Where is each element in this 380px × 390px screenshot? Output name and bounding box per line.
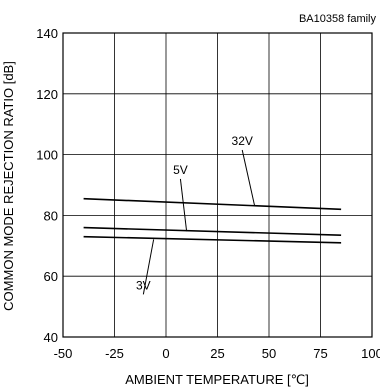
annotation-label-3V: 3V <box>136 278 151 292</box>
annotation-label-32V: 32V <box>232 134 253 148</box>
x-tick-label: 50 <box>262 346 276 361</box>
annotation-leader <box>142 239 155 295</box>
y-tick-label: 80 <box>44 208 58 223</box>
y-tick-label: 120 <box>36 87 58 102</box>
annotations: 32V 5V 3V <box>136 134 256 295</box>
annotation-leader <box>179 178 188 232</box>
y-tick-label: 40 <box>44 330 58 345</box>
y-tick-label: 60 <box>44 269 58 284</box>
x-tick-label: -25 <box>105 346 124 361</box>
series-line-5V <box>83 226 342 236</box>
grid <box>63 33 372 337</box>
x-tick-label: -50 <box>54 346 73 361</box>
x-axis-label: AMBIENT TEMPERATURE [℃] <box>125 372 309 387</box>
annotation-leader <box>241 149 256 206</box>
x-tick-label: 0 <box>162 346 169 361</box>
chart-note: BA10358 family <box>299 13 377 25</box>
y-axis-label: COMMON MODE REJECTION RATIO [dB] <box>1 61 16 311</box>
y-tick-label: 140 <box>36 26 58 41</box>
series-lines <box>83 197 342 244</box>
series-line-32V <box>83 197 342 211</box>
annotation-label-5V: 5V <box>173 163 188 177</box>
x-tick-labels: -50 -25 0 25 50 75 100 <box>54 346 380 361</box>
series-line-3V <box>83 235 342 244</box>
x-tick-label: 100 <box>361 346 380 361</box>
x-tick-label: 75 <box>313 346 327 361</box>
y-tick-labels: 40 60 80 100 120 140 <box>36 26 58 345</box>
x-tick-label: 25 <box>210 346 224 361</box>
plot-frame <box>62 32 373 338</box>
y-tick-label: 100 <box>36 148 58 163</box>
